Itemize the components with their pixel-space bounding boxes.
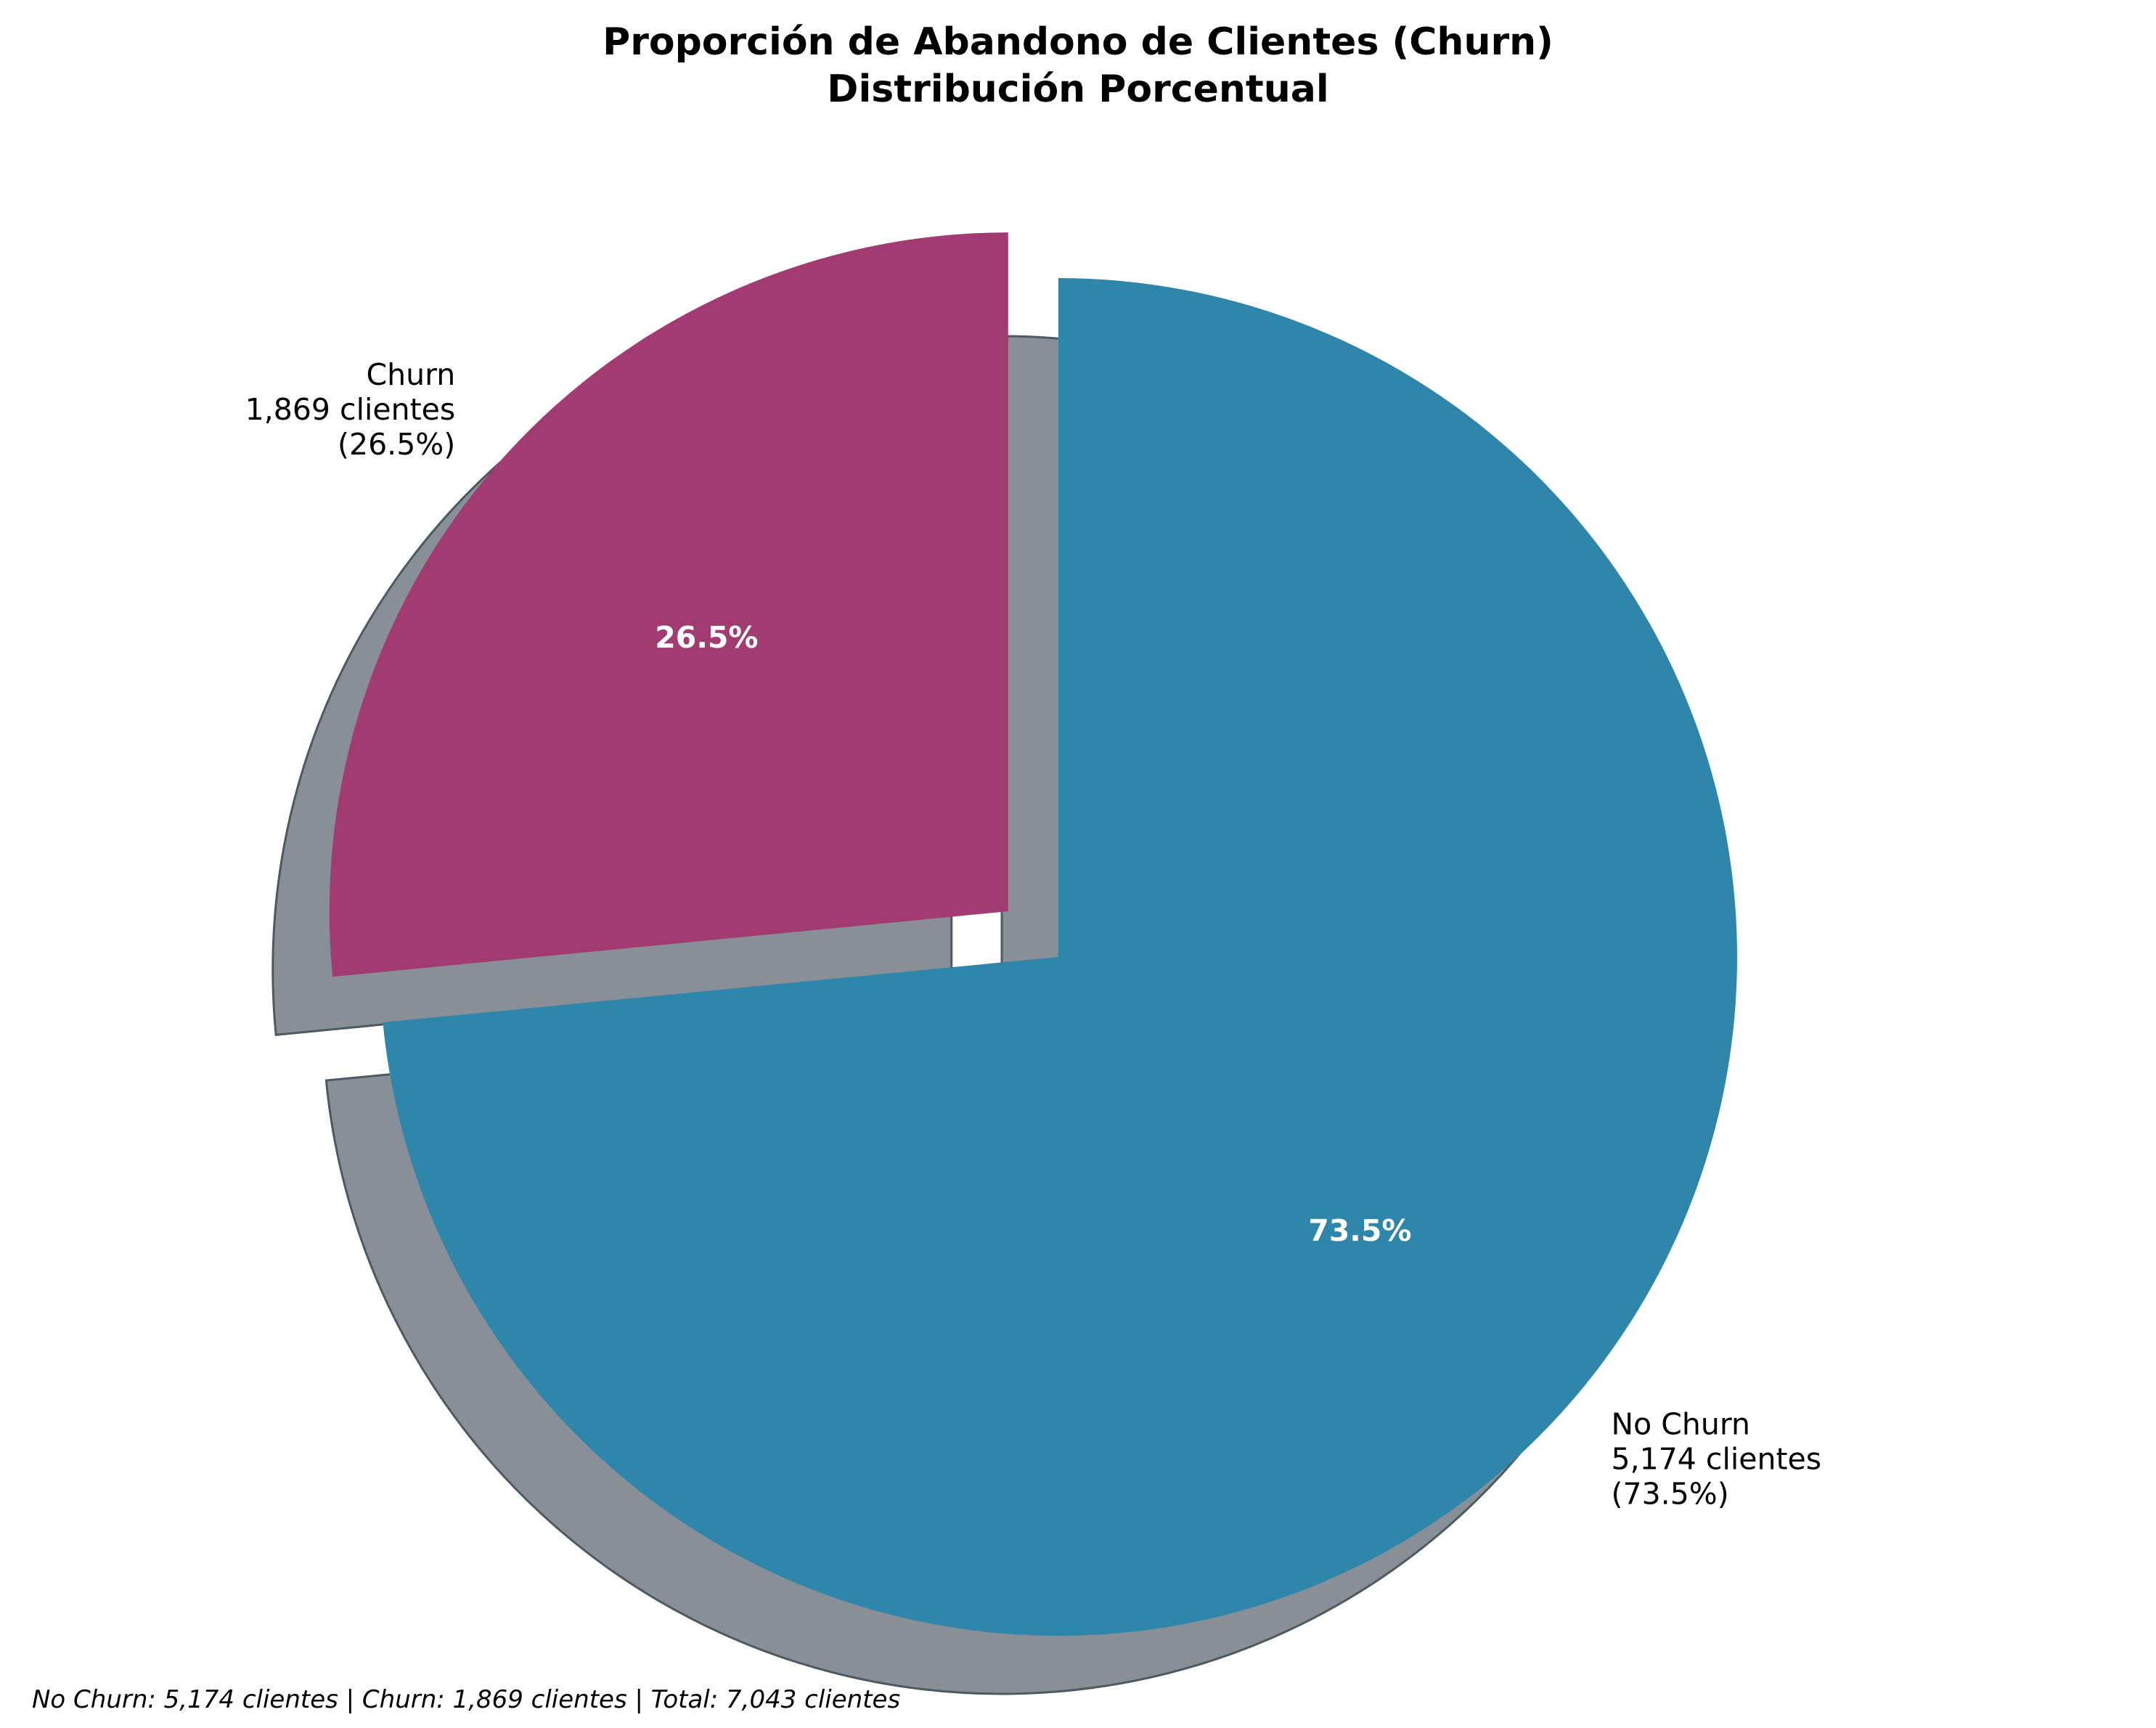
slice-label-churn: Churn 1,869 clientes (26.5%)	[245, 357, 456, 462]
slice-label-line: (73.5%)	[1612, 1476, 1729, 1511]
slice-label-no-churn: No Churn 5,174 clientes (73.5%)	[1612, 1406, 1822, 1511]
slice-label-line: No Churn	[1612, 1406, 1751, 1441]
slice-no-churn	[383, 278, 1737, 1637]
pie-slices	[329, 232, 1737, 1637]
slice-label-line: (26.5%)	[338, 427, 455, 462]
slice-label-line: 1,869 clientes	[245, 392, 456, 427]
slice-label-line: 5,174 clientes	[1612, 1441, 1822, 1476]
pct-label-churn: 26.5%	[655, 620, 758, 655]
pct-label-no-churn: 73.5%	[1308, 1213, 1411, 1248]
slice-label-line: Churn	[367, 357, 456, 392]
slice-churn	[329, 232, 1008, 977]
pie-labels: 73.5% No Churn 5,174 clientes (73.5%) 26.5% C…	[245, 357, 1821, 1511]
chart-title: Proporción de Abandono de Clientes (Chur…	[603, 20, 1553, 64]
chart-footer: No Churn: 5,174 clientes | Churn: 1,869 …	[32, 1685, 900, 1714]
chart-subtitle: Distribución Porcentual	[827, 68, 1328, 111]
